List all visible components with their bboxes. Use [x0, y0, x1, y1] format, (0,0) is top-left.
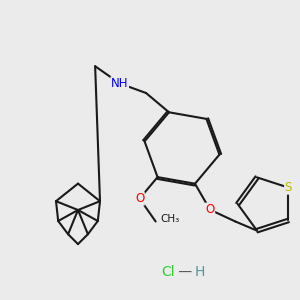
Text: —: — [174, 265, 196, 279]
Text: NH: NH [111, 77, 128, 90]
Text: Cl: Cl [161, 265, 175, 279]
Text: CH₃: CH₃ [160, 214, 180, 224]
Text: H: H [195, 265, 205, 279]
Text: O: O [206, 203, 214, 216]
Text: S: S [285, 181, 292, 194]
Text: O: O [135, 192, 144, 205]
